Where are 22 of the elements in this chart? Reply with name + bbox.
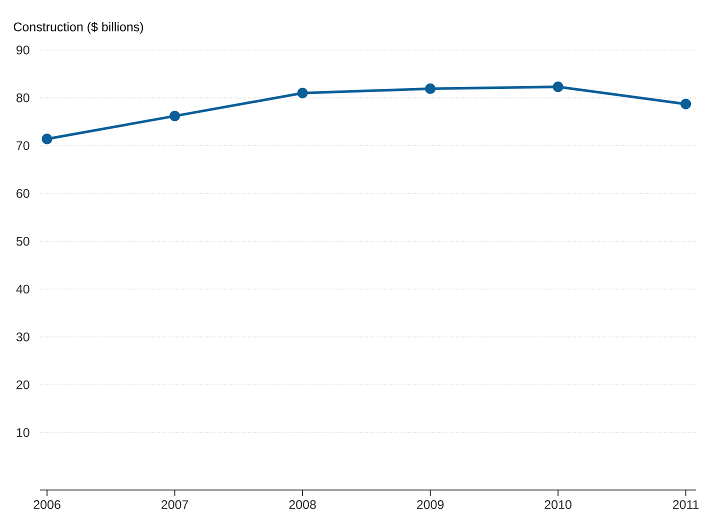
- y-tick-label: 30: [16, 332, 30, 342]
- y-tick-label: 40: [16, 284, 30, 294]
- x-tick-label: 2009: [417, 500, 444, 510]
- point: [552, 82, 564, 92]
- y-tick-label: 60: [16, 189, 30, 198]
- x-tick-label: 2008: [289, 500, 316, 510]
- x-tick-label: 2010: [544, 500, 572, 510]
- point: [680, 98, 692, 110]
- point: [42, 134, 52, 144]
- x-tick-label: 2011: [672, 500, 699, 510]
- x-tick-label: 2007: [162, 500, 188, 510]
- y-tick-label: 80: [16, 93, 30, 102]
- y-tick-label: 50: [16, 236, 30, 246]
- point: [297, 88, 308, 98]
- y-tick-label: 70: [16, 141, 30, 150]
- x-tick-label: 2006: [34, 500, 60, 510]
- y-tick-label: 90: [16, 46, 30, 54]
- y-tick-label: 20: [16, 380, 30, 390]
- y-axis-title: Construction ($ billions): [14, 22, 144, 34]
- point: [424, 83, 436, 94]
- y-tick-label: 10: [16, 428, 30, 438]
- point: [169, 110, 180, 122]
